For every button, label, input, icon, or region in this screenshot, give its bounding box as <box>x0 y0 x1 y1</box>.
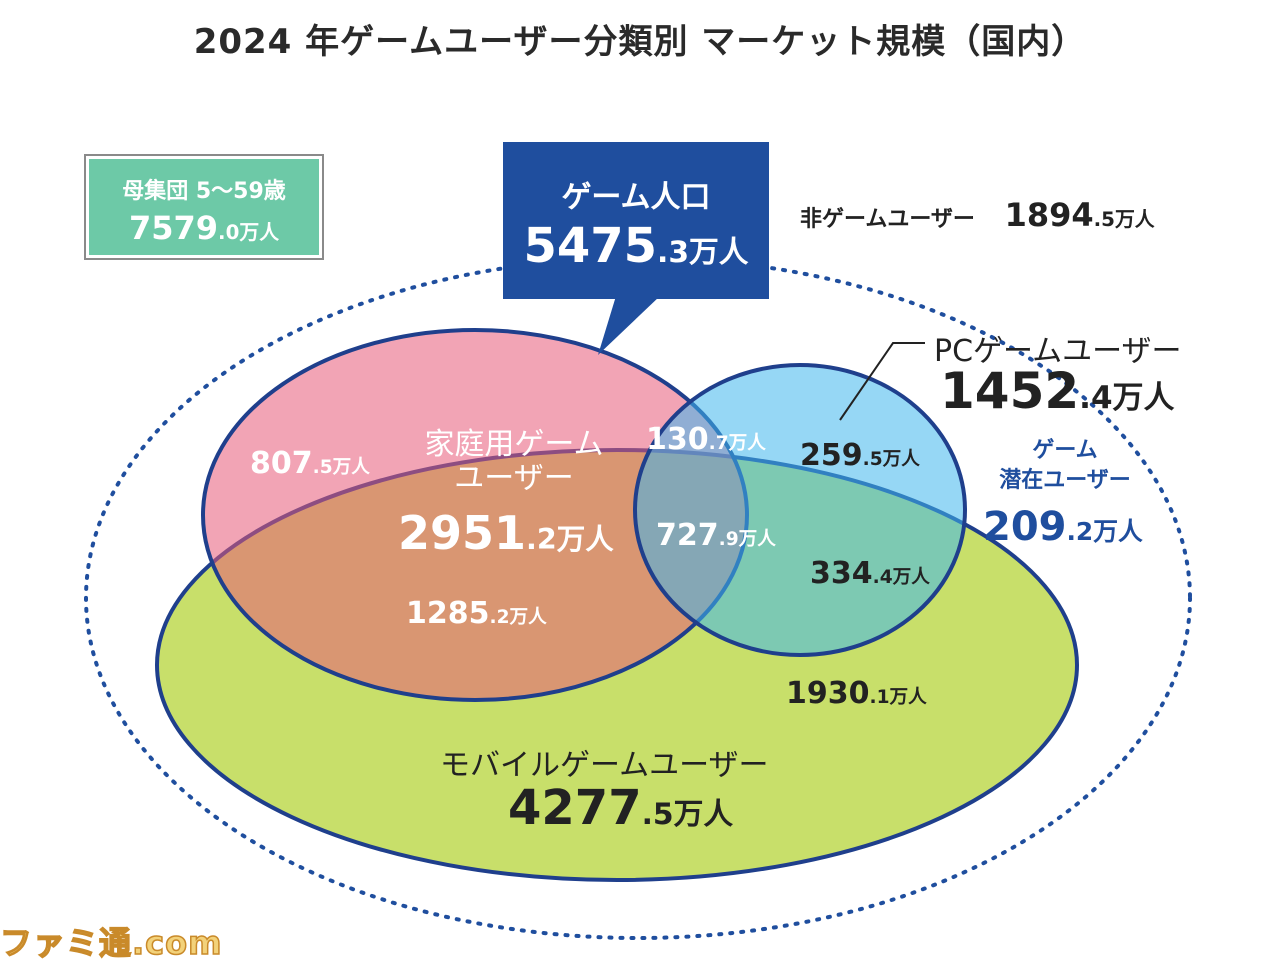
home-users-label: 家庭用ゲーム ユーザー <box>424 427 604 496</box>
population-label: 母集団 5〜59歳 <box>122 179 286 204</box>
mobile-users-value: 4277.5万人 <box>508 780 734 836</box>
segment-pc-mobile: 334.4万人 <box>810 556 930 591</box>
segment-home-mobile: 1285.2万人 <box>406 596 547 631</box>
non-game-users: 非ゲームユーザー 1894.5万人 <box>800 196 1155 234</box>
population-ellipse <box>84 256 1192 940</box>
game-box-pointer <box>598 296 660 355</box>
segment-home-only: 807.5万人 <box>250 446 370 481</box>
non-game-users-label: 非ゲームユーザー <box>800 207 975 232</box>
population-box: 母集団 5〜59歳 7579.0万人 <box>84 154 324 260</box>
home-users-value: 2951.2万人 <box>398 506 614 560</box>
pc-users-value: 1452.4万人 <box>940 362 1175 420</box>
pc-users-label: PCゲームユーザー <box>934 334 1182 369</box>
segment-mobile-only: 1930.1万人 <box>786 676 927 711</box>
segment-pc-only: 259.5万人 <box>800 438 920 473</box>
potential-users-value: 209.2万人 <box>983 504 1143 550</box>
game-population-box: ゲーム人口 5475.3万人 <box>503 142 769 299</box>
game-population-label: ゲーム人口 <box>561 180 711 215</box>
segment-home-pc: 130.7万人 <box>646 422 766 457</box>
segment-all-three: 727.9万人 <box>656 518 776 553</box>
page-title: 2024 年ゲームユーザー分類別 マーケット規模（国内） <box>193 22 1087 62</box>
pc-label-leader <box>839 342 925 421</box>
population-value: 7579.0万人 <box>128 209 280 247</box>
game-population-value: 5475.3万人 <box>523 218 749 274</box>
pc-ellipse <box>633 363 967 657</box>
non-game-users-value: 1894.5万人 <box>1004 196 1155 234</box>
mobile-users-label: モバイルゲームユーザー <box>440 748 769 783</box>
site-watermark: ファミ通.com <box>0 923 223 963</box>
potential-users-label: ゲーム 潜在ユーザー <box>999 438 1131 493</box>
